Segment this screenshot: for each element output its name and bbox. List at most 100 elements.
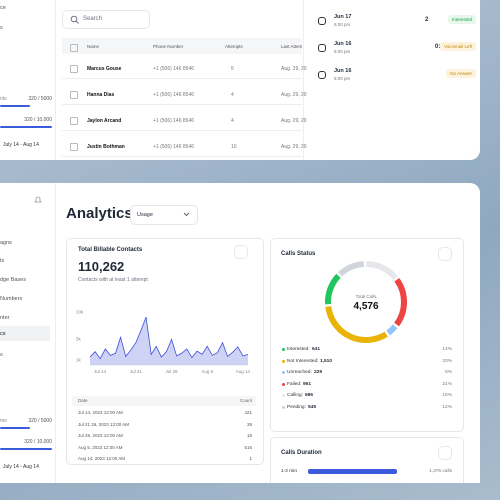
nav-item: s [0, 352, 3, 358]
center-total: 4,576 [353, 301, 378, 312]
area-line [89, 316, 249, 360]
search-placeholder: Search [83, 16, 103, 22]
legend-percent: 21% [442, 381, 452, 387]
legend-count: 686 [305, 393, 314, 398]
usage-bar [0, 427, 30, 429]
cell: 18 [246, 433, 252, 438]
row-line [62, 104, 302, 105]
cell: Marcus Gouse [87, 66, 122, 72]
billable-card: Total Billable Contacts 110,262 Contacts… [66, 238, 264, 465]
page-title: Analytics [66, 205, 133, 222]
nav-item: ts [0, 258, 5, 264]
cell: 10 [231, 144, 237, 150]
row-line [62, 156, 302, 157]
legend-dot [282, 371, 285, 374]
cell: Jul 14, 2023 12:00 AM [78, 410, 123, 415]
dropdown[interactable]: Usage [130, 205, 198, 225]
duration-card: Calls Duration [270, 437, 464, 483]
cell: 5 [231, 66, 234, 72]
column-header: Count [239, 398, 252, 403]
cell: Jul 28, 2023 12:00 AM [78, 433, 123, 438]
legend-count: 549 [308, 404, 317, 410]
legend-percent: 12% [442, 404, 452, 410]
call-icon [318, 44, 326, 52]
donut-segment [366, 261, 398, 280]
call-icon [318, 71, 326, 79]
donut-segment [386, 324, 398, 336]
bar-value: 1,375 calls [429, 469, 452, 474]
usage-bar [0, 105, 30, 107]
call-date: Jun 16 [334, 68, 352, 74]
selected-row [0, 326, 50, 341]
legend-name: Pending: [287, 404, 306, 410]
nav-item: Numbers [0, 296, 23, 302]
x-tick-label: Jul 21 [130, 369, 143, 374]
call-time: 6:00 pm [334, 22, 351, 27]
donut-segment [338, 261, 365, 277]
cell: Justin Bothman [87, 144, 125, 150]
call-icon [318, 17, 326, 25]
usage-value: 320 / 5000 [28, 96, 52, 102]
search-box[interactable]: Search [62, 10, 150, 29]
top-panel: Search ce s nts 320 / 5000 320 / 10,000 July … [0, 0, 480, 160]
checkbox [70, 143, 78, 151]
dropdown-label: Usage [137, 212, 153, 218]
usage-label: mo [0, 418, 7, 424]
legend-count: 641 [312, 347, 321, 352]
area-fill [90, 317, 248, 365]
cell: Jaylon Arcand [87, 118, 122, 124]
cell: +1 (506) 146 8546 [153, 92, 195, 98]
download-button[interactable] [438, 446, 452, 460]
status-badge: Voicemail Left [439, 42, 476, 51]
usage-value: 320 / 10,000 [24, 439, 52, 445]
checkbox [70, 117, 78, 125]
legend-dot [282, 382, 285, 386]
download-button[interactable] [234, 245, 248, 259]
column-header: Name [87, 44, 100, 49]
cell: 516 [244, 444, 252, 450]
column-header: Phone Number [153, 44, 184, 49]
checkbox [70, 91, 78, 99]
usage-value: 320 / 10,000 [24, 117, 52, 123]
call-time: 6:00 pm [334, 76, 351, 81]
nav-item: cs [0, 331, 6, 337]
cell: Hanna Dias [87, 92, 115, 98]
period: July 14 - Aug 14 [3, 142, 39, 148]
usage-value: 320 / 5000 [28, 418, 52, 424]
bell-icon[interactable] [33, 195, 43, 205]
donut-segment [325, 306, 388, 343]
legend-dot [282, 348, 285, 351]
download-button[interactable] [438, 247, 452, 261]
nav-item: nter [0, 315, 10, 321]
x-tick-label: Aug 14 [236, 369, 251, 374]
duration-bar [308, 469, 397, 474]
card-title: Calls Duration [281, 450, 322, 456]
x-tick-label: Jul 28 [166, 369, 179, 374]
nav-item: dge Bases [0, 277, 26, 283]
search-icon [70, 15, 79, 24]
call-meta: 2 [425, 17, 429, 23]
donut-segment [325, 273, 341, 305]
legend-dot [282, 394, 285, 397]
cell: Aug. 29, 20 [281, 144, 307, 150]
legend-percent: 5% [445, 370, 452, 375]
divider [55, 0, 56, 160]
column-header: Last Attem [281, 44, 303, 49]
cell: 421 [244, 410, 252, 415]
period: July 14 - Aug 14 [3, 464, 39, 470]
legend-percent: 14% [442, 347, 452, 352]
cell: Aug. 29, 20 [281, 92, 307, 98]
bar-label: 1-2 min [281, 469, 297, 474]
nav-item: agns [0, 240, 12, 246]
legend-dot [282, 405, 285, 409]
y-tick-label: 1k [76, 358, 82, 363]
card-title: Total Billable Contacts [78, 247, 143, 253]
legend-percent: 15% [442, 393, 452, 398]
cell: 4 [231, 118, 234, 124]
area-chart: 10k 5k 1k Jul 14 Jul 21 Jul 28 Aug 5 Aug 14 [76, 310, 251, 374]
legend-count: 229 [314, 370, 323, 375]
cell: 1 [249, 456, 252, 461]
usage-label: nts [0, 96, 7, 102]
nav-item: s [0, 25, 3, 31]
divider [55, 183, 56, 483]
